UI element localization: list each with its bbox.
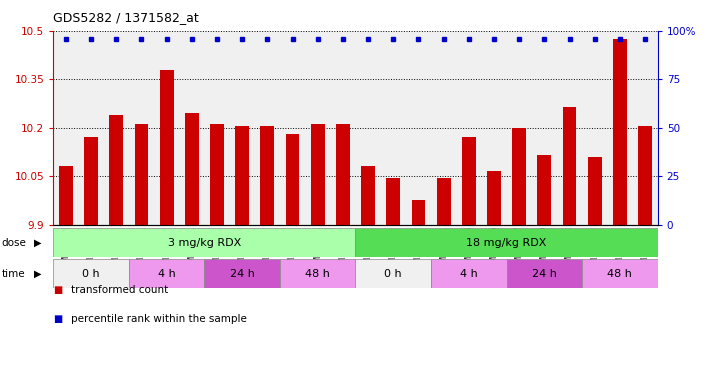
Text: 4 h: 4 h: [460, 268, 478, 279]
Bar: [311, 124, 325, 225]
Text: 18 mg/kg RDX: 18 mg/kg RDX: [466, 238, 547, 248]
Text: 48 h: 48 h: [305, 268, 330, 279]
Bar: [386, 178, 400, 225]
Bar: [129, 259, 205, 288]
Text: 48 h: 48 h: [607, 268, 632, 279]
Bar: [562, 107, 577, 225]
Bar: [412, 200, 425, 225]
Text: dose: dose: [1, 238, 26, 248]
Bar: [588, 157, 602, 225]
Text: 0 h: 0 h: [82, 268, 100, 279]
Bar: [336, 124, 350, 225]
Bar: [638, 126, 652, 225]
Text: ▶: ▶: [34, 238, 42, 248]
Text: ■: ■: [53, 285, 63, 295]
Bar: [431, 259, 506, 288]
Bar: [134, 124, 149, 225]
Bar: [109, 115, 123, 225]
Bar: [260, 126, 274, 225]
Bar: [205, 259, 280, 288]
Text: percentile rank within the sample: percentile rank within the sample: [71, 314, 247, 324]
Text: 4 h: 4 h: [158, 268, 176, 279]
Text: ■: ■: [53, 314, 63, 324]
Bar: [613, 39, 627, 225]
Bar: [280, 259, 356, 288]
Bar: [53, 228, 356, 257]
Bar: [53, 259, 129, 288]
Bar: [356, 259, 431, 288]
Bar: [59, 167, 73, 225]
Bar: [506, 259, 582, 288]
Text: 24 h: 24 h: [230, 268, 255, 279]
Text: time: time: [1, 268, 25, 279]
Text: 0 h: 0 h: [385, 268, 402, 279]
Bar: [437, 178, 451, 225]
Bar: [512, 128, 526, 225]
Text: transformed count: transformed count: [71, 285, 169, 295]
Bar: [487, 171, 501, 225]
Text: ▶: ▶: [34, 268, 42, 279]
Bar: [84, 137, 98, 225]
Bar: [210, 124, 224, 225]
Bar: [356, 228, 658, 257]
Bar: [462, 137, 476, 225]
Bar: [235, 126, 249, 225]
Bar: [160, 70, 173, 225]
Text: 24 h: 24 h: [532, 268, 557, 279]
Bar: [538, 155, 551, 225]
Bar: [582, 259, 658, 288]
Text: 3 mg/kg RDX: 3 mg/kg RDX: [168, 238, 241, 248]
Bar: [286, 134, 299, 225]
Text: GDS5282 / 1371582_at: GDS5282 / 1371582_at: [53, 12, 199, 25]
Bar: [185, 113, 199, 225]
Bar: [361, 167, 375, 225]
